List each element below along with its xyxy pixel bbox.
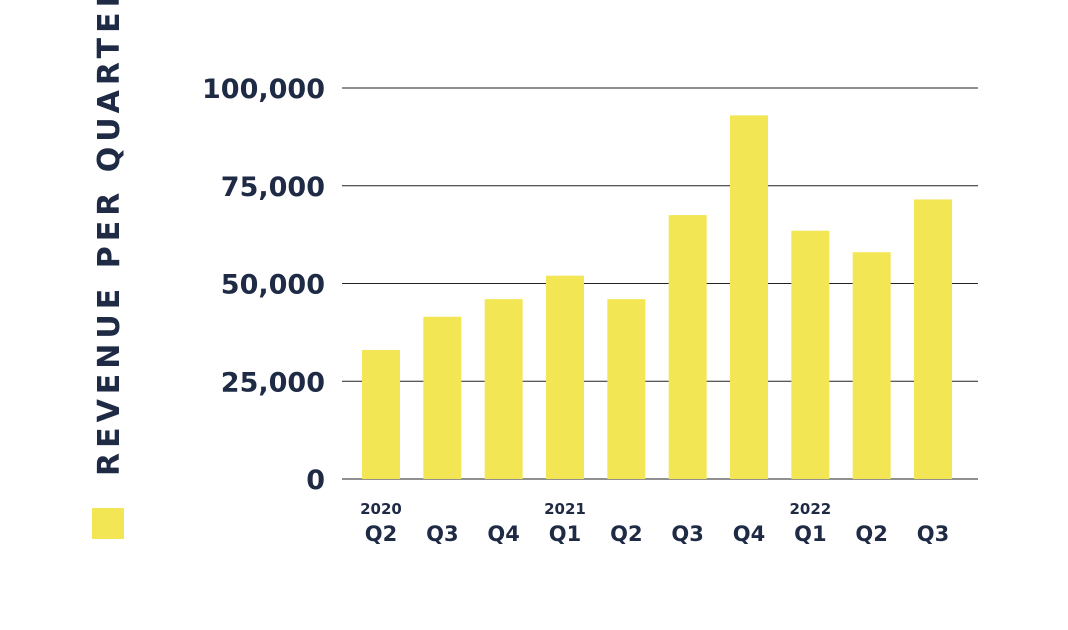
x-year-label: 2020 <box>360 500 402 518</box>
y-tick-label: 50,000 <box>221 270 325 301</box>
bar <box>362 349 400 479</box>
x-category-label: Q3 <box>917 522 949 546</box>
bar <box>484 299 523 479</box>
x-category-label: Q2 <box>610 522 642 546</box>
bar <box>852 252 891 479</box>
x-category-label: Q2 <box>365 522 397 546</box>
x-category-label: Q1 <box>794 522 826 546</box>
y-tick-label: 100,000 <box>202 74 325 105</box>
bar <box>791 230 830 479</box>
x-category-label: Q1 <box>549 522 581 546</box>
bar <box>607 299 646 479</box>
bar <box>423 316 462 479</box>
y-tick-label: 0 <box>306 465 325 496</box>
x-category-label: Q2 <box>855 522 887 546</box>
x-year-label: 2021 <box>544 500 586 518</box>
x-category-label: Q4 <box>733 522 765 546</box>
y-tick-label: 25,000 <box>221 367 325 398</box>
bar <box>668 215 707 479</box>
bars <box>362 115 952 480</box>
legend-label: REVENUE PER QUARTER <box>92 0 127 476</box>
y-tick-label: 75,000 <box>221 172 325 203</box>
x-year-label: 2022 <box>789 500 831 518</box>
x-axis-category-labels: Q2 Q3 Q4 Q1 Q2 Q3 Q4 Q1 Q2 Q3 2020 2021 2022 <box>360 500 949 546</box>
bar <box>546 275 584 479</box>
x-category-label: Q4 <box>487 522 519 546</box>
bar <box>914 199 952 479</box>
y-axis-tick-labels: 0 25,000 50,000 75,000 100,000 <box>202 74 325 496</box>
legend-swatch <box>92 508 124 539</box>
legend: REVENUE PER QUARTER <box>92 0 127 539</box>
bar <box>730 115 768 480</box>
x-category-label: Q3 <box>671 522 703 546</box>
x-category-label: Q3 <box>426 522 458 546</box>
